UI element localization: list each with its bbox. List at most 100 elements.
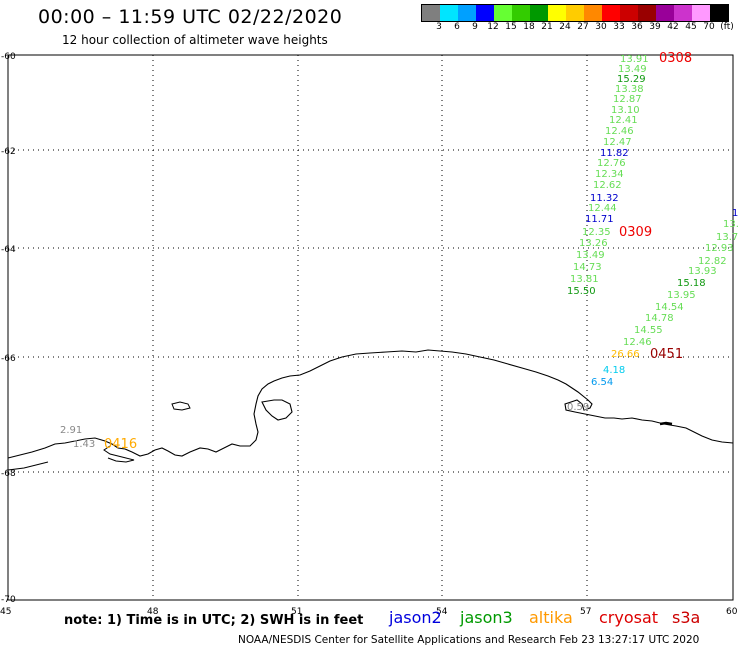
scale-label: 21 (541, 22, 553, 32)
wave-height-label: 12.62 (593, 180, 622, 191)
wave-height-label: 14.73 (573, 262, 602, 273)
wave-height-label: 15.29 (617, 74, 646, 85)
wave-height-label: 13.95 (667, 290, 696, 301)
scale-swatch (656, 5, 674, 21)
scale-swatch (476, 5, 494, 21)
footer-credit: NOAA/NESDIS Center for Satellite Applica… (238, 634, 700, 646)
scale-swatch (458, 5, 476, 21)
wave-height-label: 12.76 (597, 158, 626, 169)
scale-label: 33 (613, 22, 625, 32)
wave-height-label: 14.54 (655, 302, 684, 313)
wave-height-label: 11.82 (600, 148, 629, 159)
map-subtitle: 12 hour collection of altimeter wave hei… (62, 33, 328, 47)
wave-height-label: 13.81 (570, 274, 599, 285)
wave-height-label: 1 (732, 208, 738, 219)
wave-height-label: 13.93 (688, 266, 717, 277)
scale-label: 45 (685, 22, 697, 32)
legend-item-s3a: s3a (672, 608, 701, 627)
scale-swatch (602, 5, 620, 21)
wave-height-label: 13.38 (615, 84, 644, 95)
coastline (7, 349, 734, 459)
wave-height-label: 1.43 (73, 439, 95, 450)
ice-shelf-mark (659, 421, 673, 426)
wave-height-label: 12.46 (605, 126, 634, 137)
lon-tick-label: 48 (147, 607, 159, 617)
wave-height-label: 14.78 (645, 313, 674, 324)
scale-swatch (674, 5, 692, 21)
color-scale (421, 4, 729, 22)
wave-height-label: 11.71 (585, 214, 614, 225)
legend-item-jason3: jason3 (460, 608, 513, 627)
wave-height-label: 15.18 (677, 278, 706, 289)
scale-swatch (638, 5, 656, 21)
lat-tick-label: -68 (1, 469, 16, 479)
coastline-west (7, 461, 49, 471)
lat-tick-label: -66 (1, 354, 16, 364)
lon-tick-label: 45 (0, 607, 11, 617)
scale-swatch (692, 5, 710, 21)
wave-height-label: 6.54 (591, 377, 613, 388)
scale-label: 27 (577, 22, 589, 32)
scale-label: 15 (505, 22, 517, 32)
scale-label: 9 (472, 22, 478, 32)
scale-swatch (422, 5, 440, 21)
wave-height-label: 12.87 (613, 94, 642, 105)
footer-note: note: 1) Time is in UTC; 2) SWH is in fe… (64, 613, 364, 628)
lon-tick-label: 51 (291, 607, 302, 617)
wave-height-label: 26.66 (611, 349, 640, 360)
legend-item-cryosat: cryosat (599, 608, 659, 627)
scale-swatch (440, 5, 458, 21)
scale-swatch (512, 5, 530, 21)
pass-time-label: 0451 (650, 347, 683, 362)
scale-label: 36 (631, 22, 643, 32)
wave-height-label: 14.55 (634, 325, 663, 336)
wave-height-label: 4.18 (603, 365, 625, 376)
map-frame (7, 54, 734, 601)
scale-label: 6 (454, 22, 460, 32)
lat-tick-label: -70 (1, 595, 16, 605)
island-outline (171, 401, 191, 411)
wave-height-label: 12.34 (595, 169, 624, 180)
lon-tick-label: 57 (580, 607, 591, 617)
map-title: 00:00 – 11:59 UTC 02/22/2020 (38, 6, 343, 28)
wave-height-label: 12.44 (588, 203, 617, 214)
wave-height-label: 13.91 (620, 54, 649, 65)
wave-height-label: 13. (723, 219, 739, 230)
wave-height-label: 0.59 (567, 402, 589, 413)
scale-label: 3 (436, 22, 442, 32)
pass-time-label: 0308 (659, 51, 692, 66)
scale-swatch (710, 5, 728, 21)
scale-swatch (494, 5, 512, 21)
lat-tick-label: -64 (1, 245, 16, 255)
scale-swatch (566, 5, 584, 21)
wave-height-label: 13.49 (576, 250, 605, 261)
wave-height-label: 12.93 (705, 243, 734, 254)
wave-height-label: 2.91 (60, 425, 82, 436)
lon-tick-label: 60 (726, 607, 738, 617)
scale-swatch (584, 5, 602, 21)
scale-label: 30 (595, 22, 607, 32)
wave-height-label: 11.32 (590, 193, 619, 204)
coastline-bay (261, 399, 293, 421)
wave-height-label: 13.10 (611, 105, 640, 116)
lon-tick-label: 54 (436, 607, 448, 617)
wave-height-label: 12.35 (582, 227, 611, 238)
lat-tick-label: -60 (1, 52, 16, 62)
wave-height-label: 13.49 (618, 64, 647, 75)
wave-height-label: 12.41 (609, 115, 638, 126)
scale-label: 70 (703, 22, 715, 32)
scale-swatch (548, 5, 566, 21)
lat-tick-label: -62 (1, 147, 16, 157)
legend-item-jason2: jason2 (389, 608, 442, 627)
scale-label: 24 (559, 22, 571, 32)
coastline-inlet (103, 445, 135, 463)
wave-height-label: 12.46 (623, 337, 652, 348)
scale-label: (ft) (720, 22, 734, 32)
scale-swatch (530, 5, 548, 21)
scale-label: 39 (649, 22, 661, 32)
scale-label: 18 (523, 22, 535, 32)
wave-height-label: 13.7 (716, 232, 738, 243)
scale-swatch (620, 5, 638, 21)
